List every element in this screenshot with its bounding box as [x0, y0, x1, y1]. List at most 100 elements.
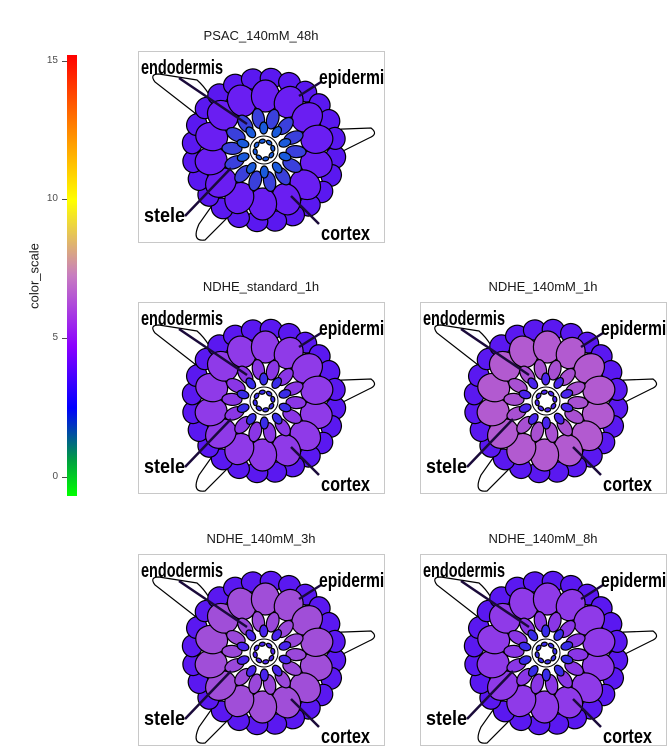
cortex-cell [582, 375, 616, 405]
cortex-cell [300, 124, 334, 154]
stele-cell [553, 412, 565, 425]
stele-cell [560, 389, 574, 399]
epidermis-leader-line [298, 80, 322, 98]
vascular-cell [535, 392, 542, 400]
vascular-cell [258, 138, 266, 144]
stele-cell [271, 376, 283, 390]
vascular-cell [265, 390, 273, 397]
endodermis-cell [285, 395, 307, 410]
panel-title-ndhe-standard-1h: NDHE_standard_1h [202, 279, 320, 294]
stele-cell [259, 624, 269, 638]
vascular-cell [268, 402, 275, 410]
endodermis-leader-line [460, 327, 530, 377]
vascular-cell [252, 399, 258, 407]
tick-label-10: 10 [46, 193, 58, 204]
stele-cell [278, 151, 292, 162]
stele-cell [245, 126, 257, 139]
stele-label: stele [426, 708, 467, 730]
endodermis-label: endodermis [423, 308, 505, 330]
stele-cell [527, 377, 539, 390]
stele-leader-line [184, 418, 232, 468]
tick-label-0: 0 [52, 471, 58, 482]
vascular-cell [270, 647, 276, 655]
stele-cell [541, 668, 551, 682]
stele-cell [259, 372, 269, 386]
tick-label-5: 5 [52, 332, 58, 343]
vascular-cell [270, 144, 276, 152]
cortex-leader-line [290, 195, 320, 225]
stele-cell [245, 161, 257, 175]
endodermis-cell [265, 108, 280, 130]
epidermis-leader-line [580, 583, 604, 601]
stele-label: stele [144, 205, 185, 227]
stele-cell [259, 121, 269, 135]
stele-cell [245, 412, 257, 426]
endodermis-cell [285, 144, 307, 159]
endodermis-cell [567, 395, 589, 410]
stele-cell [560, 402, 574, 413]
endodermis-label: endodermis [141, 57, 223, 79]
stele-cell [278, 138, 292, 148]
epidermis-leader-line [298, 583, 322, 601]
stele-cell [518, 403, 532, 413]
stele-cell [518, 389, 532, 400]
vascular-cell [534, 399, 540, 407]
epidermis-leader-line [580, 331, 604, 349]
vascular-cell [268, 151, 275, 159]
vascular-cell [262, 659, 270, 665]
vascular-cell [262, 156, 270, 162]
vascular-cell [255, 154, 263, 161]
cortex-label: cortex [321, 223, 370, 242]
vascular-cell [534, 651, 540, 659]
stele-cell [271, 161, 283, 174]
epidermis-leader-line [298, 331, 322, 349]
stele-label: stele [144, 456, 185, 478]
vascular-cell [537, 405, 545, 412]
stele-cell [527, 412, 539, 426]
stele-leader-line [466, 418, 514, 468]
stele-cell [259, 668, 269, 682]
vascular-cell [265, 139, 273, 146]
cortex-leader-line [290, 446, 320, 476]
panel-title-ndhe-140mm-3h: NDHE_140mM_3h [206, 531, 316, 546]
endodermis-cell [503, 392, 525, 407]
vascular-cell [552, 647, 558, 655]
endodermis-label: endodermis [141, 560, 223, 582]
vascular-cell [258, 641, 266, 647]
stele-label: stele [426, 456, 467, 478]
stele-cell [278, 389, 292, 399]
vascular-cell [544, 407, 552, 413]
vascular-cell [258, 389, 266, 395]
vascular-cell [255, 405, 263, 412]
stele-leader-line [184, 167, 232, 217]
stele-cell [553, 376, 565, 390]
stele-cell [236, 403, 250, 413]
stele-cell [271, 125, 283, 139]
stele-cell [278, 402, 292, 413]
endodermis-cell [221, 392, 243, 407]
endodermis-cell [530, 421, 545, 443]
vascular-cell [270, 395, 276, 403]
cortex-label: cortex [321, 474, 370, 493]
stele-cell [259, 416, 269, 430]
vascular-cell [550, 402, 557, 410]
vascular-cell [547, 390, 555, 397]
cortex-label: cortex [321, 726, 370, 745]
cortex-label: cortex [603, 726, 652, 745]
endodermis-leader-line [178, 327, 248, 377]
tick-mark-5 [62, 338, 67, 339]
vascular-cell [540, 641, 548, 647]
stele-label: stele [144, 708, 185, 730]
vascular-cell [540, 389, 548, 395]
stele-cell [271, 412, 283, 425]
